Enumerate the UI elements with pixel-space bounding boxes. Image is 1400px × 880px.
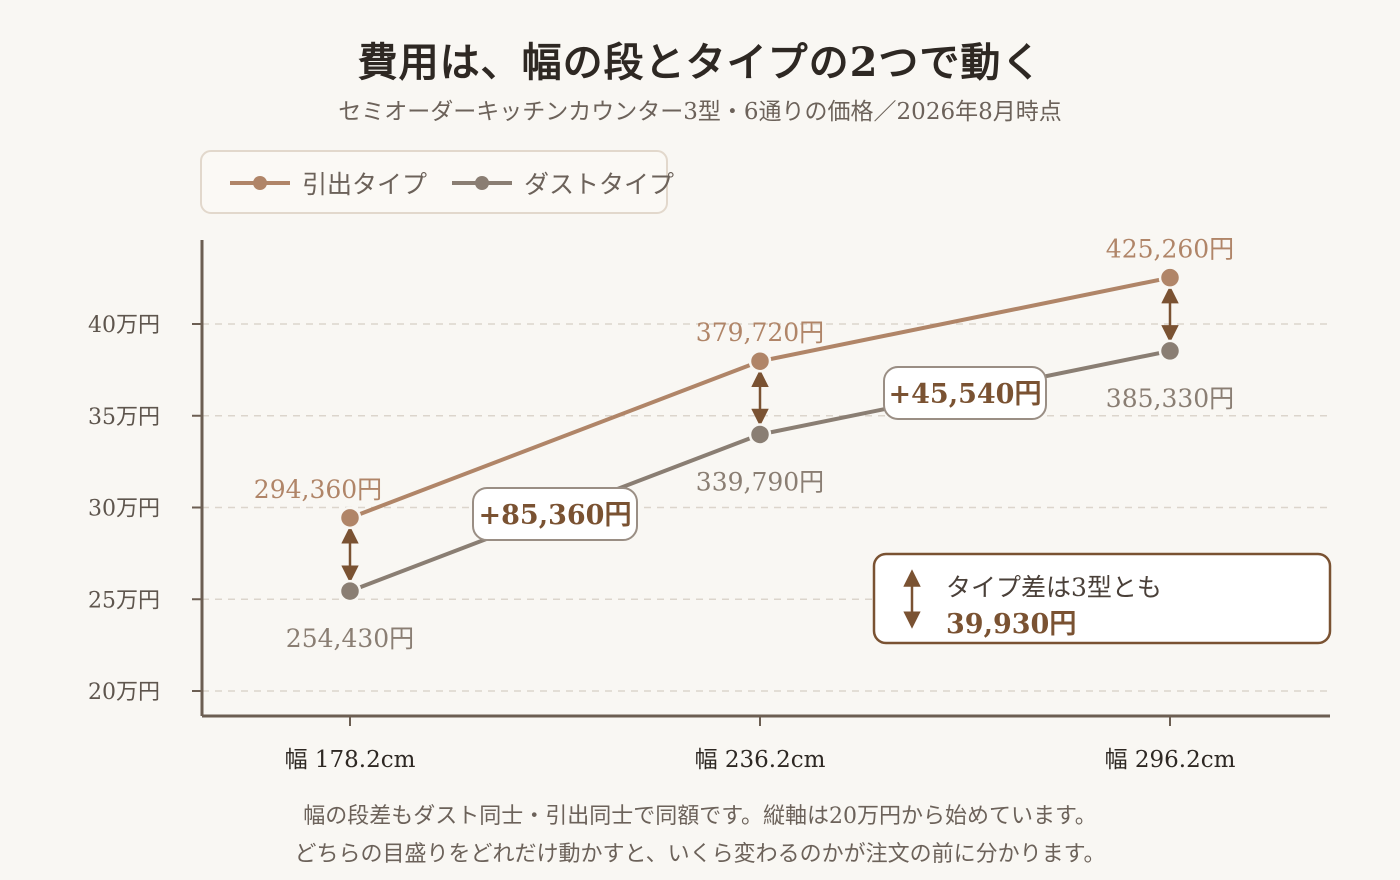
footnote: 幅の段差もダスト同士・引出同士で同額です。縦軸は20万円から始めています。 どち…: [0, 798, 1400, 874]
step-label-box: [472, 487, 638, 541]
data-point: [338, 579, 362, 603]
data-label: 254,430円: [286, 624, 414, 653]
chart-title: 費用は、幅の段とタイプの2つで動く: [357, 39, 1043, 86]
y-tick-label: 25万円: [88, 588, 160, 613]
data-label: 425,260円: [1106, 235, 1234, 264]
callout-text: タイプ差は3型とも: [946, 573, 1162, 602]
legend-swatch-marker: [253, 176, 267, 190]
x-tick-label: 幅 296.2cm: [1105, 747, 1236, 773]
legend-box: [200, 150, 668, 214]
data-label: 379,720円: [696, 318, 824, 347]
legend-label: 引出タイプ: [302, 170, 427, 199]
step-label: +85,360円: [479, 500, 632, 531]
x-tick-label: 幅 236.2cm: [695, 747, 826, 773]
y-tick-label: 40万円: [88, 313, 160, 338]
data-point: [1158, 266, 1182, 289]
callout-box: [872, 552, 1332, 645]
legend-label: ダストタイプ: [524, 170, 674, 199]
data-point: [748, 349, 772, 373]
step-label-box: [883, 366, 1047, 420]
y-tick-label: 35万円: [88, 405, 160, 430]
footnote-line-1: 幅の段差もダスト同士・引出同士で同額です。縦軸は20万円から始めています。: [303, 804, 1097, 829]
data-label: 385,330円: [1106, 384, 1234, 413]
y-tick-label: 30万円: [88, 497, 160, 522]
data-label: 339,790円: [696, 467, 824, 496]
y-tick-label: 20万円: [88, 680, 160, 705]
step-label: +45,540円: [889, 379, 1042, 410]
footnote-line-2: どちらの目盛りをどれだけ動かすと、いくら変わるのかが注文の前に分かります。: [294, 842, 1106, 867]
data-point: [1158, 339, 1182, 363]
x-tick-label: 幅 178.2cm: [285, 747, 416, 773]
chart-subtitle: セミオーダーキッチンカウンター3型・6通りの価格／2026年8月時点: [338, 99, 1062, 125]
legend-swatch-marker: [475, 176, 489, 190]
data-label: 294,360円: [254, 475, 382, 504]
data-point: [338, 506, 362, 530]
data-point: [748, 423, 772, 446]
callout-value: 39,930円: [946, 609, 1076, 640]
